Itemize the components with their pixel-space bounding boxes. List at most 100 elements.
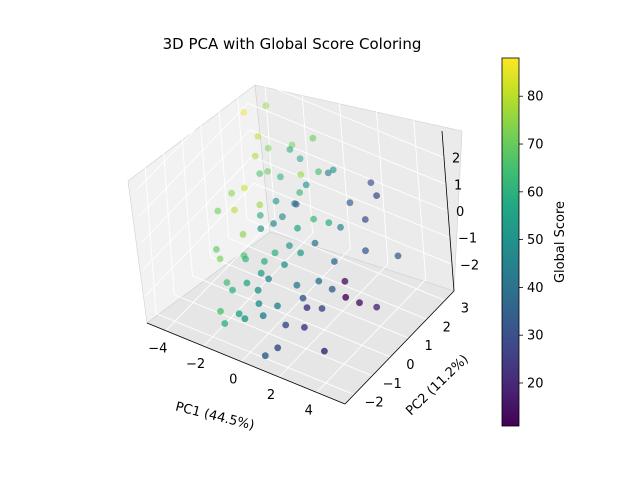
data-point <box>256 170 264 178</box>
data-point <box>254 133 262 140</box>
data-point <box>214 207 222 215</box>
data-point <box>324 169 332 177</box>
data-point <box>229 286 236 294</box>
data-point <box>296 155 304 163</box>
grid-line-x <box>240 248 351 362</box>
grid-line-x <box>278 263 389 378</box>
data-point <box>264 168 271 175</box>
colorbar-tick-label: 50 <box>527 233 544 248</box>
data-point <box>243 279 251 287</box>
data-point <box>256 212 264 219</box>
data-point <box>277 173 284 181</box>
y-tick-label: 2 <box>443 320 451 335</box>
data-point <box>251 152 259 160</box>
colorbar-tick-label: 30 <box>527 329 544 344</box>
data-point <box>257 225 265 233</box>
data-point <box>294 224 301 232</box>
data-point <box>274 302 281 310</box>
grid-line-y <box>228 237 427 320</box>
x-axis-label: PC1 (44.5%) <box>174 400 256 434</box>
scatter-points <box>213 102 402 360</box>
colorbar-tick-label: 60 <box>527 185 544 200</box>
grid-line-y <box>192 275 391 358</box>
data-point <box>282 321 290 329</box>
data-point <box>256 201 264 209</box>
grid-line-z <box>249 129 449 212</box>
colorbar-tick-label: 40 <box>527 281 544 296</box>
data-point <box>286 146 294 153</box>
grid-line-y <box>155 313 355 395</box>
data-point <box>217 307 224 315</box>
chart-title: 3D PCA with Global Score Coloring <box>163 35 422 53</box>
data-point <box>286 242 293 250</box>
data-point <box>241 184 248 192</box>
data-point <box>261 352 269 360</box>
data-point <box>299 294 307 302</box>
data-point <box>297 249 304 257</box>
y-tick-label: 0 <box>406 358 414 373</box>
data-point <box>257 269 265 277</box>
data-point <box>329 166 337 174</box>
grid-line-z <box>138 103 249 217</box>
z-axis-line <box>441 130 455 292</box>
data-point <box>240 108 248 116</box>
data-point <box>259 312 267 320</box>
data-point <box>239 230 247 238</box>
data-point <box>331 258 338 265</box>
data-point <box>254 286 262 294</box>
data-point <box>216 255 224 263</box>
colorbar-tick-label: 70 <box>527 138 544 153</box>
data-point <box>235 310 243 318</box>
colorbar-label: Global Score <box>553 201 568 283</box>
grid-line-y <box>246 219 446 301</box>
grid-line-x <box>165 217 276 332</box>
data-point <box>337 223 344 231</box>
data-point <box>356 299 363 307</box>
data-point <box>346 199 354 207</box>
data-point <box>373 192 380 200</box>
colorbar-tick-label: 80 <box>527 90 544 105</box>
data-point <box>242 255 250 263</box>
y-axis-line <box>344 290 455 405</box>
z-tick-label: 1 <box>454 178 462 193</box>
data-point <box>271 249 279 257</box>
data-point <box>270 220 277 227</box>
x-tick-label: 0 <box>229 373 237 388</box>
grid-line-y <box>174 294 373 377</box>
y-tick-label: −2 <box>364 396 383 411</box>
data-point <box>373 303 381 311</box>
data-point <box>362 247 369 255</box>
x-axis-line <box>146 322 346 405</box>
data-point <box>279 213 286 221</box>
data-point <box>318 305 326 312</box>
data-point <box>328 285 336 293</box>
z-tick-label: −1 <box>458 232 477 247</box>
colorbar <box>501 57 520 427</box>
data-point <box>293 281 301 289</box>
y-tick-label: −1 <box>383 377 402 392</box>
data-point <box>281 261 288 268</box>
data-point <box>311 239 319 247</box>
data-point <box>296 189 304 196</box>
z-tick-label: −2 <box>460 258 479 273</box>
data-point <box>262 102 270 110</box>
data-point <box>292 200 300 208</box>
data-point <box>309 134 317 142</box>
grid-lines <box>136 57 453 395</box>
axis-lines <box>146 130 455 405</box>
grid-line-x <box>316 279 427 393</box>
data-point <box>228 189 236 197</box>
data-point <box>321 347 328 355</box>
data-point <box>264 144 272 152</box>
grid-line-z <box>136 76 247 190</box>
data-point <box>272 197 280 205</box>
data-point <box>223 279 231 286</box>
data-point <box>255 300 263 307</box>
data-point <box>315 277 323 285</box>
z-tick-label: 0 <box>456 205 464 220</box>
data-point <box>303 304 311 311</box>
grid-line-z <box>144 183 255 297</box>
colorbar-tick-label: 20 <box>527 376 544 391</box>
